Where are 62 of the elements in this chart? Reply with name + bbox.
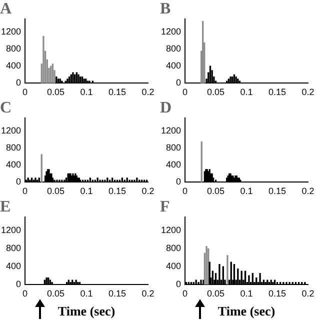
x-tick-label: 0 <box>22 288 28 298</box>
y-tick-label: 1200 <box>160 26 182 36</box>
x-tick-label: 0.15 <box>108 87 126 98</box>
x-tick-label: 0.15 <box>268 288 286 298</box>
y-tick-label: 400 <box>166 160 182 170</box>
x-tick-label: 0.1 <box>80 288 93 298</box>
x-tick-label: 0.05 <box>47 186 65 196</box>
x-tick-label: 0.15 <box>108 288 126 298</box>
y-tick-label: 0 <box>176 279 182 290</box>
y-tick-label: 800 <box>166 142 182 153</box>
y-tick-label: 1200 <box>160 125 182 136</box>
x-tick-label: 0.2 <box>142 186 154 196</box>
y-tick-label: 800 <box>166 44 182 54</box>
y-tick-label: 800 <box>6 142 22 153</box>
y-tick-label: 800 <box>6 44 22 54</box>
y-tick-label: 400 <box>6 160 22 170</box>
x-tick-label: 0.2 <box>302 288 314 298</box>
chart-title: B <box>160 0 171 18</box>
y-tick-label: 0 <box>176 176 182 187</box>
chart-title: C <box>0 100 12 117</box>
y-tick-label: 1200 <box>0 26 22 36</box>
x-tick-label: 0.15 <box>268 186 286 196</box>
x-tick-label: 0 <box>182 288 188 298</box>
y-tick-label: 400 <box>6 60 22 71</box>
x-tick-label: 0.1 <box>80 186 93 196</box>
x-tick-label: 0.2 <box>142 288 154 298</box>
y-tick-label: 0 <box>16 78 22 88</box>
x-tick-label: 0.1 <box>240 186 253 196</box>
y-tick-label: 400 <box>166 261 182 272</box>
x-tick-label: 0.15 <box>268 87 286 98</box>
x-tick-label: 0.2 <box>302 87 314 98</box>
x-tick-label: 0.15 <box>108 186 126 196</box>
y-tick-label: 1200 <box>0 225 22 236</box>
x-tick-label: 0 <box>182 186 188 196</box>
chart-title: D <box>160 100 172 117</box>
x-tick-label: 0.2 <box>142 87 154 98</box>
x-tick-label: 0.1 <box>80 87 93 98</box>
chart-title: E <box>0 198 11 216</box>
x-tick-label: 0.05 <box>207 87 225 98</box>
x-tick-label: 0.05 <box>47 87 65 98</box>
x-axis-title: Time (sec) <box>218 304 276 319</box>
chart-title: A <box>0 0 12 18</box>
x-tick-label: 0.05 <box>207 186 225 196</box>
y-tick-label: 1200 <box>0 125 22 136</box>
y-tick-label: 400 <box>6 261 22 272</box>
x-tick-label: 0 <box>182 87 188 98</box>
x-tick-label: 0.05 <box>207 288 225 298</box>
x-tick-label: 0.1 <box>240 87 253 98</box>
x-tick-label: 0 <box>22 87 28 98</box>
y-tick-label: 400 <box>166 60 182 71</box>
x-axis-title: Time (sec) <box>58 304 116 319</box>
y-tick-label: 800 <box>6 243 22 254</box>
y-tick-label: 0 <box>16 279 22 290</box>
y-tick-label: 0 <box>176 78 182 88</box>
y-tick-label: 1200 <box>160 225 182 236</box>
chart-title: F <box>160 198 170 216</box>
y-tick-label: 800 <box>166 243 182 254</box>
x-tick-label: 0.1 <box>240 288 253 298</box>
x-tick-label: 0.05 <box>47 288 65 298</box>
x-tick-label: 0 <box>22 186 28 196</box>
x-tick-label: 0.2 <box>302 186 314 196</box>
y-tick-label: 0 <box>16 176 22 187</box>
